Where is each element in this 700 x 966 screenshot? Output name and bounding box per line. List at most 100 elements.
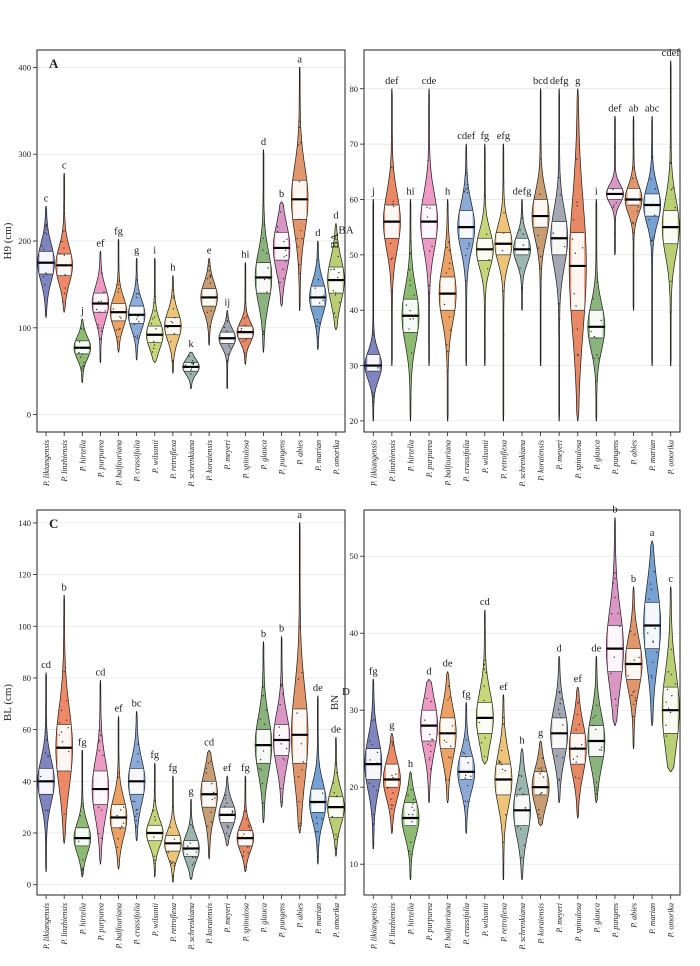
data-point [539, 817, 541, 819]
data-point [101, 788, 104, 791]
significance-letter: fg [480, 131, 489, 142]
data-point [172, 289, 175, 291]
species-label: P. linzhiensis [388, 440, 397, 483]
data-point [44, 284, 46, 286]
data-point [78, 840, 80, 842]
data-point [523, 844, 525, 847]
data-point [446, 344, 448, 346]
significance-letter: g [389, 720, 395, 731]
data-point [432, 738, 434, 741]
data-point [60, 709, 63, 712]
data-point [95, 308, 98, 311]
data-point [575, 305, 577, 307]
data-point [189, 842, 191, 844]
data-point [372, 320, 375, 322]
data-point [317, 336, 320, 338]
data-point [445, 778, 447, 781]
data-point [372, 412, 374, 414]
significance-letter: de [331, 724, 341, 735]
data-point [226, 314, 229, 316]
species-label: P. wilsonii [481, 903, 490, 937]
data-point [631, 694, 633, 697]
data-point [117, 284, 120, 286]
data-point [665, 701, 667, 703]
data-point [486, 268, 489, 270]
data-point [118, 328, 120, 331]
significance-letter: d [261, 137, 267, 148]
data-point [63, 670, 65, 673]
significance-letter: a [297, 54, 302, 65]
data-point [617, 612, 619, 615]
data-point [595, 380, 597, 382]
data-point [248, 826, 250, 828]
data-point [117, 838, 119, 840]
y-tick-label: 100 [18, 621, 31, 631]
data-point [408, 813, 410, 816]
data-point [231, 813, 233, 815]
data-point [633, 659, 635, 661]
data-point [172, 297, 174, 299]
y-tick-label: 0 [27, 880, 31, 890]
data-point [208, 265, 210, 267]
data-point [613, 656, 615, 658]
data-point [137, 315, 139, 318]
y-axis-label: BL (cm) [2, 684, 14, 721]
species-label: P. balfouriana [444, 440, 453, 487]
data-point [190, 823, 192, 826]
data-point [521, 217, 523, 219]
data-point [205, 772, 207, 774]
species-label: P. pungens [611, 903, 620, 939]
species-label: P. koraiensis [205, 903, 214, 945]
data-point [371, 743, 373, 746]
data-point [247, 846, 249, 848]
data-point [465, 756, 467, 758]
data-point [574, 746, 577, 749]
data-point [483, 755, 486, 758]
data-point [262, 237, 264, 240]
iqr-box [460, 756, 473, 780]
data-point [172, 805, 174, 808]
data-point [298, 181, 301, 183]
data-point [282, 277, 285, 280]
data-point [464, 800, 466, 802]
data-point [488, 259, 490, 261]
data-point [331, 815, 334, 818]
violin-8 [164, 775, 182, 883]
data-point [445, 741, 448, 743]
significance-letter: e [207, 245, 212, 256]
species-label: P. glauca [259, 440, 268, 471]
data-point [63, 292, 66, 295]
significance-letter: cde [422, 76, 437, 87]
data-point [206, 311, 208, 313]
significance-letter: a [650, 528, 655, 539]
significance-letter: defg [513, 186, 532, 197]
data-point [194, 856, 197, 859]
species-label: P. crassifolia [462, 903, 471, 946]
data-point [558, 176, 560, 179]
data-point [154, 295, 156, 298]
data-point [322, 792, 324, 794]
data-point [502, 723, 504, 725]
data-point [68, 264, 70, 266]
data-point [389, 221, 391, 224]
significance-letter: g [575, 76, 581, 87]
species-label: P. spinulosa [574, 903, 583, 943]
data-point [334, 846, 337, 848]
significance-letter: fg [369, 666, 378, 677]
data-point [392, 792, 394, 794]
y-tick-label: 60 [23, 725, 32, 735]
data-point [592, 724, 595, 727]
species-label: P. crassifolia [462, 440, 471, 483]
data-point [413, 294, 415, 296]
data-point [173, 864, 175, 867]
species-label: P. crassifolia [133, 903, 142, 946]
data-point [228, 344, 230, 347]
data-point [189, 366, 191, 369]
data-point [540, 770, 542, 773]
data-point [372, 396, 374, 398]
data-point [520, 787, 522, 790]
data-point [82, 859, 84, 861]
data-point [282, 693, 284, 695]
data-point [244, 301, 247, 304]
data-point [410, 352, 413, 354]
